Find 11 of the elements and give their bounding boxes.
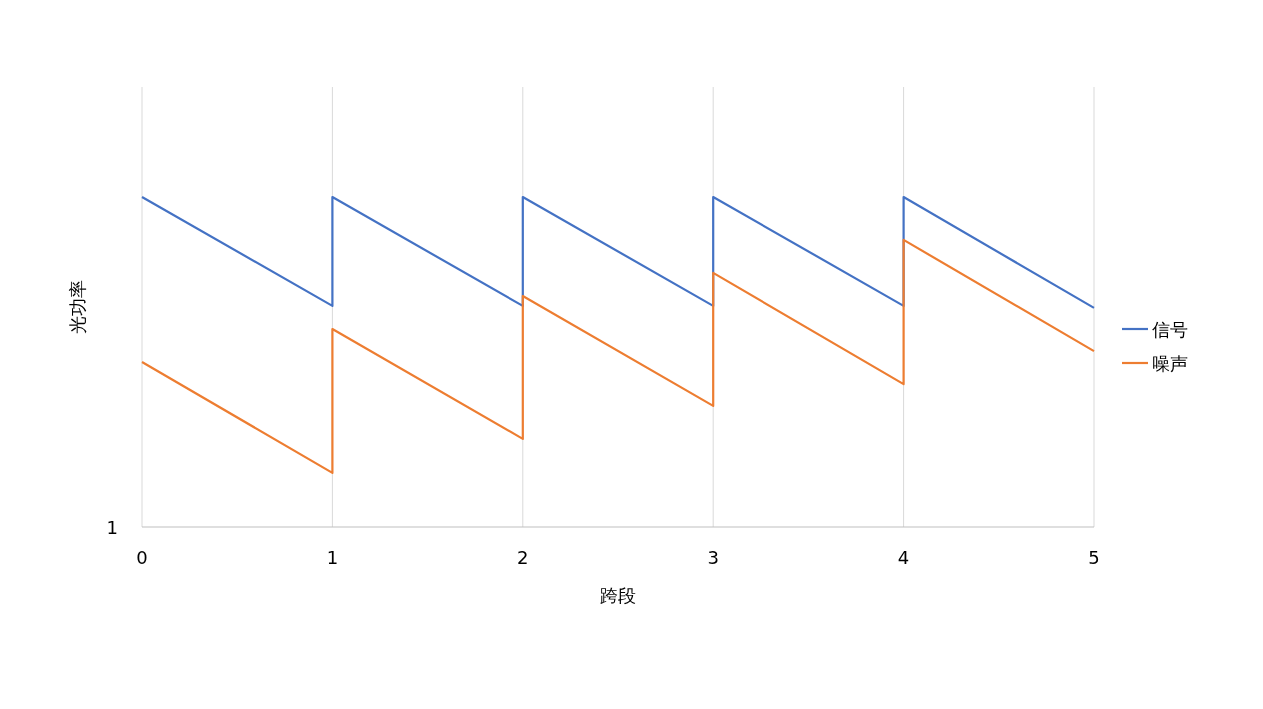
x-tick-label: 5 <box>1088 547 1100 568</box>
x-axis-title: 跨段 <box>600 585 636 606</box>
x-tick-label: 3 <box>707 547 719 568</box>
x-tick-label: 1 <box>326 547 339 568</box>
x-tick-label: 4 <box>897 547 910 568</box>
y-axis-title: 光功率 <box>67 280 88 334</box>
legend-label: 信号 <box>1152 319 1188 340</box>
x-tick-label: 0 <box>136 547 148 568</box>
legend-label: 噪声 <box>1152 353 1188 374</box>
x-tick-label: 2 <box>517 547 529 568</box>
text: 1 <box>106 517 118 538</box>
